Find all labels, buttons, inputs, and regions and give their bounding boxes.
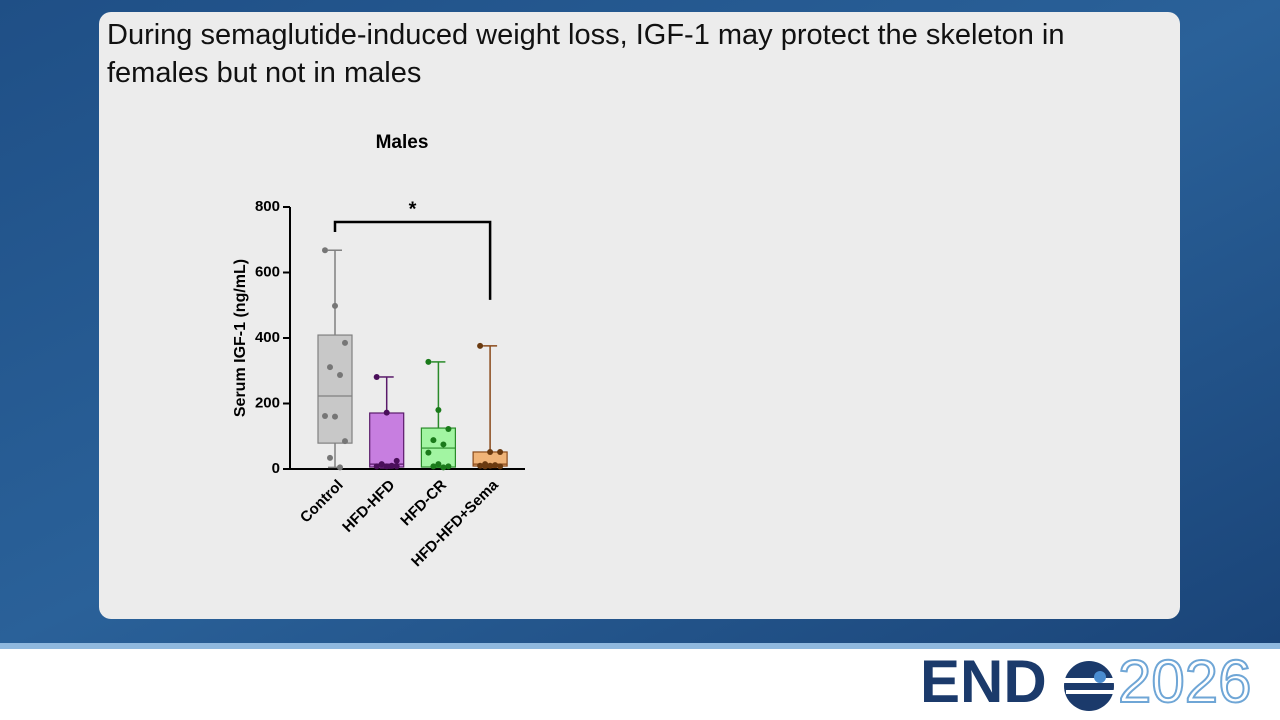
y-axis-label: Serum IGF-1 (ng/mL) [232, 259, 249, 417]
data-point [445, 426, 452, 433]
data-point [322, 412, 328, 419]
data-point [430, 463, 437, 470]
data-point [337, 372, 343, 379]
y-tick-label: 400 [255, 329, 280, 346]
y-tick-label: 200 [255, 394, 280, 411]
data-point [378, 461, 385, 468]
data-point [477, 342, 484, 349]
data-point [487, 448, 494, 455]
data-point [497, 448, 504, 455]
data-point [322, 247, 328, 254]
data-point [477, 462, 484, 469]
significance-mark: * [409, 198, 417, 220]
logo-globe [1064, 661, 1114, 711]
data-point [383, 409, 390, 416]
data-point [487, 462, 494, 469]
y-tick-label: 800 [255, 198, 280, 215]
significance-bracket [333, 220, 492, 300]
box [317, 334, 353, 444]
data-point [373, 463, 380, 470]
data-point [327, 364, 333, 371]
data-point [342, 339, 348, 346]
data-point [425, 449, 432, 456]
logo-year: 2026 [1118, 648, 1251, 715]
data-point [332, 413, 338, 420]
data-point [393, 463, 400, 470]
data-point [342, 438, 348, 445]
data-point [440, 464, 447, 471]
data-point [492, 462, 499, 469]
data-point [373, 373, 380, 380]
data-point [445, 463, 452, 470]
divider [0, 643, 1280, 649]
data-point [393, 457, 400, 464]
data-point [435, 407, 442, 414]
data-point [440, 441, 447, 448]
logo-word: END [920, 648, 1047, 715]
y-tick-label: 600 [255, 263, 280, 280]
data-point [430, 437, 437, 444]
slide-title: During semaglutide-induced weight loss, … [107, 19, 1065, 89]
content-panel [99, 12, 1180, 619]
y-tick-label: 0 [272, 460, 280, 477]
data-point [337, 464, 343, 471]
data-point [383, 463, 390, 470]
data-point [482, 463, 489, 470]
data-point [435, 461, 442, 468]
data-point [327, 454, 333, 461]
box [369, 412, 405, 468]
data-point [497, 463, 504, 470]
data-point [388, 462, 395, 469]
chart-title: Males [376, 132, 429, 153]
data-point [425, 358, 432, 365]
data-point [332, 302, 338, 309]
